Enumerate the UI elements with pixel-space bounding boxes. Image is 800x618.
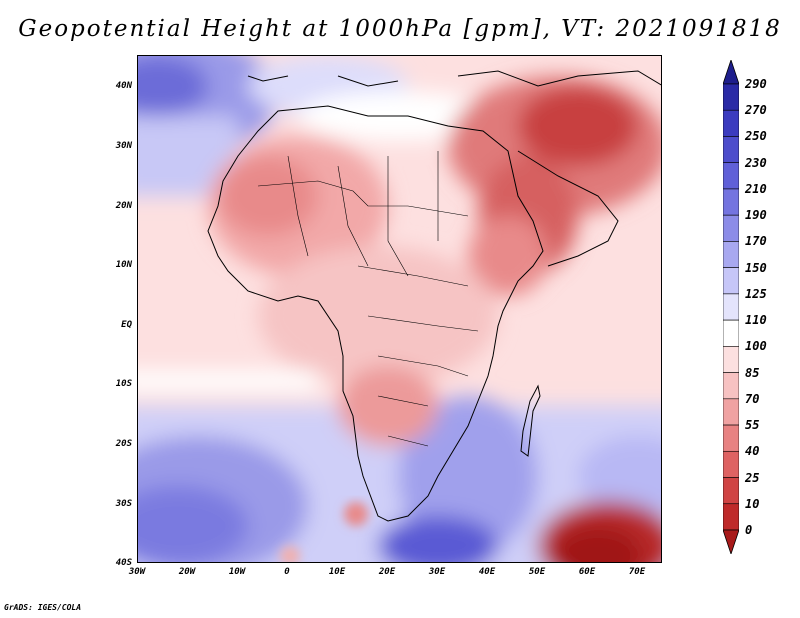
- colorbar-segment: [723, 136, 739, 164]
- lon-label: 60E: [578, 567, 596, 577]
- lon-label: 50E: [528, 567, 546, 577]
- colorbar-label: 230: [745, 155, 767, 170]
- chart-title: Geopotential Height at 1000hPa [gpm], VT…: [18, 16, 782, 42]
- local-maxima: [280, 502, 368, 562]
- colorbar-segment: [723, 293, 739, 321]
- colorbar-label: 70: [745, 391, 760, 406]
- lat-label: 20N: [115, 201, 132, 211]
- colorbar: [723, 60, 739, 554]
- colorbar-segment: [723, 109, 739, 137]
- lat-label: 30S: [115, 499, 132, 509]
- colorbar-label: 170: [745, 234, 767, 249]
- colorbar-segment: [723, 450, 739, 478]
- colorbar-label: 125: [745, 286, 767, 301]
- colorbar-segment: [723, 83, 739, 111]
- lon-label: 30E: [428, 567, 446, 577]
- lat-label: 10N: [115, 260, 132, 270]
- madagascar-outline: [520, 384, 541, 457]
- colorbar-segment: [723, 503, 739, 531]
- colorbar-label: 270: [745, 103, 767, 118]
- colorbar-segment: [723, 477, 739, 505]
- colorbar-label: 85: [745, 365, 760, 380]
- lon-label: 10W: [228, 567, 246, 577]
- colorbar-segment: [723, 424, 739, 452]
- map-panel: [137, 55, 662, 563]
- colorbar-label: 250: [745, 129, 767, 144]
- colorbar-label: 25: [745, 470, 760, 485]
- height-field-shading: [138, 56, 661, 562]
- colorbar-label: 10: [745, 496, 760, 511]
- colorbar-label: 290: [745, 77, 767, 91]
- colorbar-segment: [723, 372, 739, 400]
- colorbar-label: 210: [745, 181, 767, 196]
- lat-label: 40S: [115, 558, 132, 568]
- colorbar-label: 150: [745, 260, 767, 275]
- europe-outline: [247, 75, 399, 87]
- lon-label: 40E: [478, 567, 496, 577]
- lat-label: EQ: [121, 320, 132, 330]
- lon-label: 20W: [178, 567, 196, 577]
- lon-label: 10E: [328, 567, 346, 577]
- lat-label: 20S: [115, 439, 132, 449]
- colorbar-label: 55: [745, 418, 760, 433]
- colorbar-segment: [723, 398, 739, 426]
- colorbar-label: 190: [745, 208, 767, 223]
- colorbar-segment: [723, 162, 739, 190]
- colorbar-top-arrow: [723, 60, 739, 85]
- lat-label: 40N: [115, 81, 132, 91]
- colorbar-segment: [723, 319, 739, 347]
- geopotential-map: [138, 56, 661, 562]
- country-borders: [257, 151, 479, 447]
- colorbar-label: 110: [745, 313, 767, 328]
- lat-label: 10S: [115, 379, 132, 389]
- colorbar-label: 100: [745, 339, 767, 354]
- colorbar-segment: [723, 241, 739, 268]
- coastlines: [207, 70, 661, 522]
- colorbar-bottom-arrow: [723, 529, 739, 554]
- lat-label: 30N: [115, 141, 132, 151]
- asia-outline: [457, 70, 661, 267]
- colorbar-label: 0: [745, 523, 753, 537]
- lon-label: 30W: [128, 567, 146, 577]
- footer-credit: GrADS: IGES/COLA: [4, 603, 82, 612]
- colorbar-segment: [723, 214, 739, 242]
- colorbar-segment: [723, 267, 739, 295]
- lon-label: 20E: [378, 567, 396, 577]
- colorbar-segment: [723, 346, 739, 373]
- colorbar-segment: [723, 188, 739, 216]
- africa-outline: [207, 105, 544, 522]
- lon-label: 70E: [628, 567, 646, 577]
- colorbar-label: 40: [745, 444, 760, 459]
- lon-label: 0: [284, 567, 290, 577]
